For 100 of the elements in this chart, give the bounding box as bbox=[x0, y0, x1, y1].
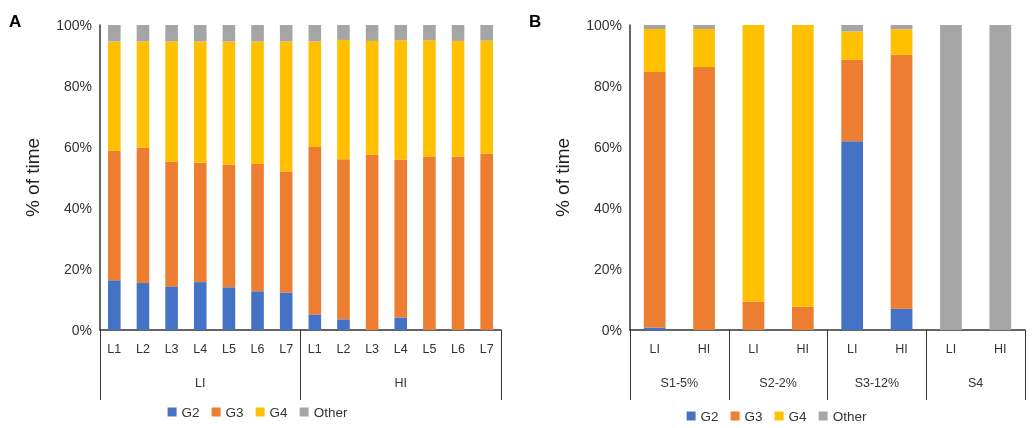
bar bbox=[643, 25, 666, 29]
bar bbox=[279, 25, 293, 42]
y-tick-label: 100% bbox=[586, 17, 622, 33]
bar bbox=[365, 25, 379, 41]
x-tick-label: L5 bbox=[422, 341, 437, 356]
y-tick-label: 80% bbox=[593, 78, 622, 94]
bar bbox=[222, 41, 236, 165]
bar bbox=[193, 162, 207, 283]
bar bbox=[841, 31, 864, 60]
legend-label: G2 bbox=[700, 408, 719, 424]
x-tick-label: HI bbox=[697, 341, 711, 356]
bar bbox=[108, 25, 121, 42]
bar bbox=[480, 40, 493, 154]
y-axis-title: % of time bbox=[22, 137, 43, 218]
bar bbox=[693, 67, 715, 330]
text: LI bbox=[195, 375, 206, 390]
x-tick-label: L2 bbox=[136, 341, 150, 356]
text: S2-2% bbox=[759, 375, 797, 390]
bar bbox=[136, 147, 150, 284]
legend-label: G4 bbox=[788, 408, 808, 424]
bar bbox=[940, 25, 962, 330]
x-tick-label: L4 bbox=[193, 341, 208, 356]
bar bbox=[890, 29, 913, 55]
bar bbox=[394, 159, 408, 318]
bar bbox=[841, 59, 864, 142]
x-tick-label: L1 bbox=[307, 341, 322, 356]
x-tick-label: HI bbox=[994, 341, 1007, 356]
y-tick-label: 20% bbox=[593, 261, 622, 277]
bar bbox=[423, 156, 436, 330]
x-tick-label: L3 bbox=[365, 341, 380, 356]
x-tick-label: L3 bbox=[164, 341, 179, 356]
bar bbox=[742, 25, 765, 302]
bar bbox=[337, 39, 350, 160]
legend-label: G4 bbox=[269, 404, 289, 420]
bar bbox=[308, 25, 322, 42]
bar bbox=[193, 282, 207, 330]
bar bbox=[791, 25, 814, 307]
bar bbox=[791, 306, 814, 330]
y-axis-title: % of time bbox=[552, 137, 573, 218]
bar bbox=[365, 40, 379, 155]
bar bbox=[193, 41, 207, 163]
bar bbox=[841, 141, 864, 330]
y-tick-label: 80% bbox=[63, 78, 92, 94]
y-tick-label: 0% bbox=[601, 322, 622, 338]
bar bbox=[308, 314, 322, 330]
x-tick-label: L5 bbox=[221, 341, 236, 356]
bar bbox=[108, 41, 121, 151]
y-tick-label: 100% bbox=[56, 17, 92, 33]
y-tick-label: 0% bbox=[71, 322, 92, 338]
bar bbox=[251, 291, 264, 330]
legend-label: G3 bbox=[744, 408, 763, 424]
bar bbox=[394, 40, 408, 160]
y-tick-label: 60% bbox=[593, 139, 622, 155]
bar bbox=[394, 317, 408, 330]
bar bbox=[222, 287, 236, 330]
bar bbox=[693, 28, 715, 68]
bar bbox=[451, 25, 465, 41]
bar bbox=[337, 159, 350, 320]
bar bbox=[165, 41, 178, 162]
bar bbox=[136, 25, 150, 42]
text: S3-12% bbox=[854, 375, 900, 390]
y-tick-label: 60% bbox=[63, 139, 92, 155]
bar bbox=[742, 301, 765, 330]
bar bbox=[165, 161, 178, 287]
bar bbox=[222, 164, 236, 288]
bar bbox=[279, 171, 293, 293]
x-tick-label: HI bbox=[895, 341, 908, 356]
bar bbox=[841, 25, 864, 32]
bar bbox=[423, 25, 436, 41]
x-tick-label: LI bbox=[945, 341, 957, 356]
bar bbox=[890, 308, 913, 330]
x-tick-label: L4 bbox=[393, 341, 408, 356]
bar bbox=[165, 286, 178, 330]
text: S1-5% bbox=[660, 375, 699, 390]
bar bbox=[108, 280, 121, 330]
chart-title: A bbox=[9, 12, 22, 31]
x-tick-label: LI bbox=[748, 341, 759, 356]
bar bbox=[251, 25, 264, 42]
x-tick-label: LI bbox=[649, 341, 660, 356]
y-tick-label: 40% bbox=[63, 200, 92, 216]
text: HI bbox=[394, 375, 407, 390]
bar bbox=[308, 147, 322, 315]
bar bbox=[693, 25, 715, 29]
legend-label: Other bbox=[313, 404, 348, 420]
text: S4 bbox=[967, 375, 984, 390]
bar bbox=[394, 25, 408, 41]
bar bbox=[108, 150, 121, 281]
bar bbox=[165, 25, 178, 42]
legend-label: Other bbox=[832, 408, 867, 424]
legend-label: G2 bbox=[181, 404, 200, 420]
bar bbox=[222, 25, 236, 42]
x-tick-label: LI bbox=[846, 341, 858, 356]
bar bbox=[451, 156, 465, 330]
bar bbox=[643, 71, 666, 328]
bar bbox=[337, 319, 350, 330]
bar bbox=[989, 25, 1012, 330]
x-tick-label: L2 bbox=[336, 341, 351, 356]
bar bbox=[251, 41, 264, 165]
x-tick-label: L6 bbox=[451, 341, 466, 356]
x-tick-label: HI bbox=[796, 341, 810, 356]
